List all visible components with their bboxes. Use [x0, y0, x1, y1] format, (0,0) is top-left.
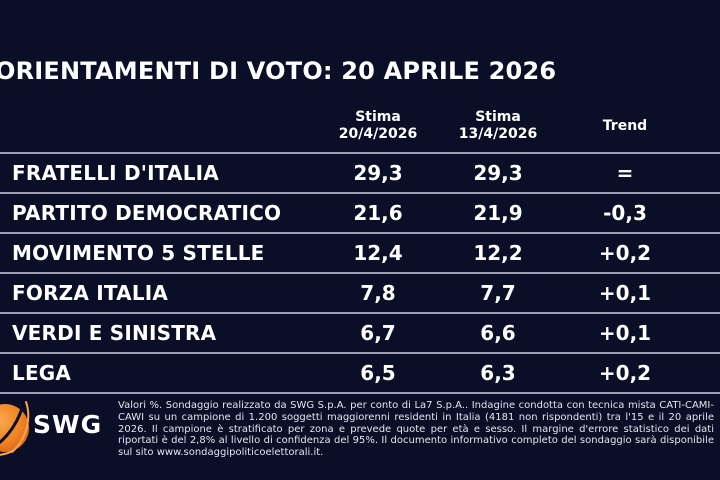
party-name: FORZA ITALIA: [12, 281, 169, 305]
stima-current-value: 6,7: [360, 321, 396, 345]
party-name: PARTITO DEMOCRATICO: [12, 201, 282, 225]
table-row: FRATELLI D'ITALIA 29,3 29,3 =: [0, 154, 720, 194]
party-name: FRATELLI D'ITALIA: [12, 161, 219, 185]
party-name: VERDI E SINISTRA: [12, 321, 217, 345]
trend-value: +0,2: [598, 361, 652, 385]
page-title: ORIENTAMENTI DI VOTO: 20 APRILE 2026: [0, 57, 557, 85]
table-row: LEGA 6,5 6,3 +0,2: [0, 354, 720, 394]
stima-current-value: 21,6: [353, 201, 403, 225]
stima-previous-value: 6,6: [480, 321, 516, 345]
table-row: PARTITO DEMOCRATICO 21,6 21,9 -0,3: [0, 194, 720, 234]
swg-globe-icon: [0, 401, 30, 456]
header-stima-previous: Stima 13/4/2026: [458, 109, 538, 142]
methodology-disclaimer: Valori %. Sondaggio realizzato da SWG S.…: [118, 400, 714, 459]
trend-value: -0,3: [603, 201, 647, 225]
stima-previous-value: 6,3: [480, 361, 516, 385]
trend-value: +0,1: [598, 321, 652, 345]
table-row: MOVIMENTO 5 STELLE 12,4 12,2 +0,2: [0, 234, 720, 274]
stima-current-value: 12,4: [353, 241, 403, 265]
swg-logo-text: SWG: [33, 410, 103, 439]
header-trend: Trend: [602, 117, 648, 134]
trend-value: +0,1: [598, 281, 652, 305]
party-name: MOVIMENTO 5 STELLE: [12, 241, 265, 265]
poll-table: Stima 20/4/2026 Stima 13/4/2026 Trend FR…: [0, 100, 720, 394]
party-name: LEGA: [12, 361, 72, 385]
header-stima-current: Stima 20/4/2026: [338, 109, 418, 142]
stima-current-value: 7,8: [360, 281, 396, 305]
trend-value: +0,2: [598, 241, 652, 265]
stima-current-value: 6,5: [360, 361, 396, 385]
table-header-row: Stima 20/4/2026 Stima 13/4/2026 Trend: [0, 100, 720, 154]
table-row: FORZA ITALIA 7,8 7,7 +0,1: [0, 274, 720, 314]
stima-previous-value: 21,9: [473, 201, 523, 225]
trend-value: =: [616, 161, 634, 185]
table-row: VERDI E SINISTRA 6,7 6,6 +0,1: [0, 314, 720, 354]
stima-previous-value: 29,3: [473, 161, 523, 185]
stima-previous-value: 7,7: [480, 281, 516, 305]
stima-current-value: 29,3: [353, 161, 403, 185]
stima-previous-value: 12,2: [473, 241, 523, 265]
